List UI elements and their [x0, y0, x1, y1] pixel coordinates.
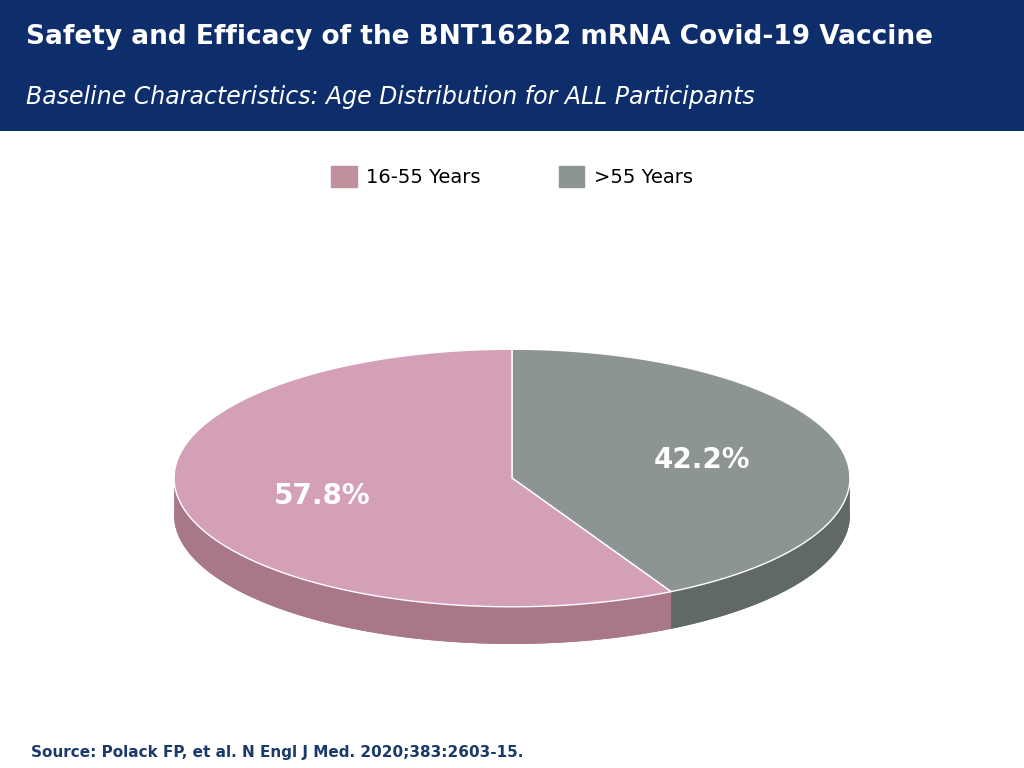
Text: Baseline Characteristics: Age Distribution for ALL Participants: Baseline Characteristics: Age Distributi… [26, 84, 755, 108]
Polygon shape [512, 349, 850, 591]
Text: Source: Polack FP, et al. N Engl J Med. 2020;383:2603-15.: Source: Polack FP, et al. N Engl J Med. … [31, 745, 523, 760]
Polygon shape [174, 479, 671, 644]
Text: 42.2%: 42.2% [654, 446, 751, 474]
Text: 57.8%: 57.8% [273, 482, 370, 510]
Polygon shape [512, 478, 671, 629]
Polygon shape [671, 479, 850, 629]
Polygon shape [512, 515, 850, 629]
Legend: 16-55 Years, >55 Years: 16-55 Years, >55 Years [324, 158, 700, 195]
Polygon shape [512, 478, 671, 629]
Polygon shape [174, 349, 671, 607]
Text: Safety and Efficacy of the BNT162b2 mRNA Covid-19 Vaccine: Safety and Efficacy of the BNT162b2 mRNA… [26, 24, 933, 50]
Polygon shape [174, 515, 671, 644]
